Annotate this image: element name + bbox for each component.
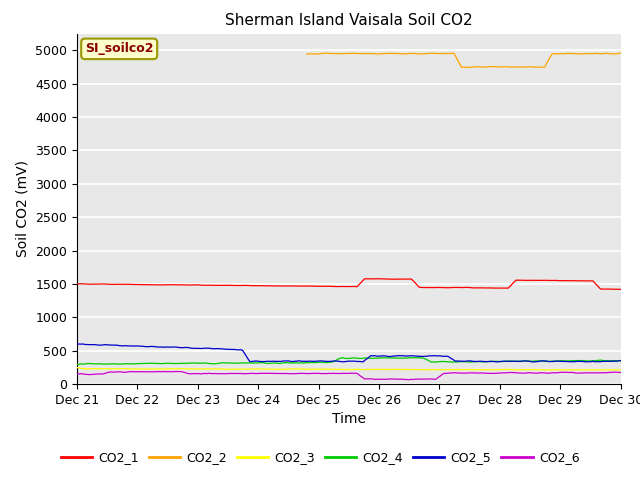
- Title: Sherman Island Vaisala Soil CO2: Sherman Island Vaisala Soil CO2: [225, 13, 472, 28]
- Legend: CO2_1, CO2_2, CO2_3, CO2_4, CO2_5, CO2_6: CO2_1, CO2_2, CO2_3, CO2_4, CO2_5, CO2_6: [56, 446, 584, 469]
- Y-axis label: Soil CO2 (mV): Soil CO2 (mV): [15, 160, 29, 257]
- Text: SI_soilco2: SI_soilco2: [85, 42, 154, 55]
- X-axis label: Time: Time: [332, 412, 366, 426]
